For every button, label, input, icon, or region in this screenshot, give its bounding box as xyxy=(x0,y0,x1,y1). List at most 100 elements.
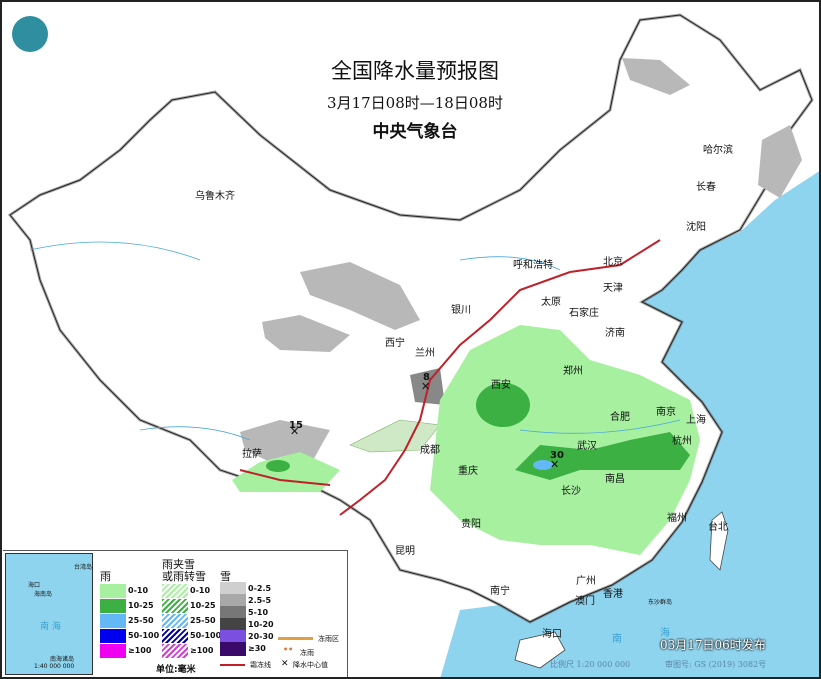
city-label: 银川 xyxy=(451,305,471,316)
legend-swatch xyxy=(162,614,188,628)
sea-label: 海 xyxy=(660,628,670,639)
legend-swatch xyxy=(162,599,188,613)
city-label: 香港 xyxy=(603,589,623,600)
legend-label: 50-100 xyxy=(190,631,222,640)
rain-area-moderate-central xyxy=(515,432,690,480)
legend-title: 雨夹雪 xyxy=(162,558,195,571)
legend-label: 0-2.5 xyxy=(248,584,272,593)
city-label: 杭州 xyxy=(672,436,692,447)
legend-label: 霜冻线 xyxy=(250,661,271,669)
legend-swatch xyxy=(162,629,188,643)
city-label: 海口 xyxy=(542,629,562,640)
legend-title: 或雨转雪 xyxy=(162,570,206,583)
city-label: 长春 xyxy=(696,182,716,193)
legend-swatch xyxy=(220,618,246,632)
legend-label: 2.5-5 xyxy=(248,596,272,605)
city-label: 昆明 xyxy=(395,546,415,557)
legend-label: 0-10 xyxy=(128,586,149,595)
legend-swatch xyxy=(220,642,246,656)
legend-swatch xyxy=(220,582,246,596)
city-label: 合肥 xyxy=(610,412,630,423)
precip-center-marker: ✕ 15 xyxy=(289,420,303,438)
city-label: 澳门 xyxy=(575,596,595,607)
snow-area-northwest xyxy=(300,262,420,330)
sea-label: 南 xyxy=(612,634,622,645)
inset-label: 海口 xyxy=(28,582,41,589)
precip-center-marker: ✕ 8 xyxy=(421,372,431,393)
issue-time: 03月17日06时发布 xyxy=(660,638,766,652)
city-label: 西宁 xyxy=(385,338,405,349)
frost-line-icon xyxy=(220,664,245,666)
city-label: 太原 xyxy=(541,297,561,308)
city-label: 济南 xyxy=(605,328,625,339)
legend-swatch xyxy=(220,594,246,608)
frost-line xyxy=(239,239,661,516)
city-label: 南昌 xyxy=(605,474,625,485)
inset-scale: 1:40 000 000 xyxy=(34,663,75,670)
city-label: 长沙 xyxy=(561,486,581,497)
legend-swatch xyxy=(162,584,188,598)
inset-label: 南海诸岛 xyxy=(50,656,75,663)
legend-swatch xyxy=(100,629,126,643)
legend-label: 10-20 xyxy=(248,620,274,629)
city-label: 西安 xyxy=(491,380,511,391)
city-label: 福州 xyxy=(667,513,687,524)
hainan-island xyxy=(514,631,566,669)
forecast-period: 3月17日08时—18日08时 xyxy=(327,94,503,112)
city-label: 沈阳 xyxy=(686,222,706,233)
city-label: 重庆 xyxy=(458,466,478,477)
legend-swatch xyxy=(162,644,188,658)
legend-swatch xyxy=(100,644,126,658)
legend-label: ≥100 xyxy=(190,646,214,655)
legend-swatch xyxy=(220,606,246,620)
freezing-rain-area-line xyxy=(278,637,313,640)
inset-label: 海南岛 xyxy=(34,591,53,598)
center-value: 15 xyxy=(289,420,303,431)
city-label: 天津 xyxy=(603,283,623,294)
lake xyxy=(533,460,553,470)
sea-label: 东沙群岛 xyxy=(648,599,673,606)
legend-label: 10-25 xyxy=(128,601,154,610)
freezing-rain-icon: •• xyxy=(283,645,294,654)
city-label: 成都 xyxy=(420,445,440,456)
legend-label: 50-100 xyxy=(128,631,160,640)
city-label: 北京 xyxy=(603,257,623,268)
legend-swatch xyxy=(100,599,126,613)
mixed-area xyxy=(349,419,441,453)
city-label: 呼和浩特 xyxy=(513,260,553,271)
city-label: 石家庄 xyxy=(569,308,599,319)
snow-area-northeast xyxy=(622,58,690,95)
issuer: 中央气象台 xyxy=(372,122,458,142)
city-label: 乌鲁木齐 xyxy=(195,191,235,202)
legend-swatch xyxy=(100,584,126,598)
rain-area-moderate-xian xyxy=(476,383,530,427)
legend-label: 20-30 xyxy=(248,632,274,641)
snow-area-heilongjiang xyxy=(758,125,802,198)
city-label: 上海 xyxy=(686,415,706,426)
legend-title: 雨 xyxy=(100,570,111,583)
sea-area xyxy=(440,170,821,679)
legend-label: 5-10 xyxy=(248,608,269,617)
center-value: 8 xyxy=(423,372,430,383)
city-label: 台北 xyxy=(708,522,728,533)
city-label: 贵阳 xyxy=(461,519,481,530)
legend-label: 25-50 xyxy=(190,616,216,625)
legend-unit: 单位:毫米 xyxy=(156,665,196,675)
city-label: 南京 xyxy=(656,407,676,418)
legend-label: 25-50 xyxy=(128,616,154,625)
legend-swatch xyxy=(100,614,126,628)
inset-map: 台湾岛 海口 海南岛 南 海 南海诸岛 1:40 000 000 xyxy=(5,553,93,675)
rivers xyxy=(29,241,681,441)
snow-area-qinghai xyxy=(262,315,350,352)
city-label: 广州 xyxy=(576,576,596,587)
city-label: 南宁 xyxy=(490,586,510,597)
legend-label: 10-25 xyxy=(190,601,216,610)
rain-area-moderate-tibet xyxy=(266,460,290,472)
inset-label: 南 海 xyxy=(40,622,61,632)
legend-label: 冻雨区 xyxy=(318,635,339,643)
legend-label: 0-10 xyxy=(190,586,211,595)
legend-label: ≥100 xyxy=(128,646,152,655)
snow-area-tibet xyxy=(240,420,330,462)
city-label: 郑州 xyxy=(563,366,583,377)
